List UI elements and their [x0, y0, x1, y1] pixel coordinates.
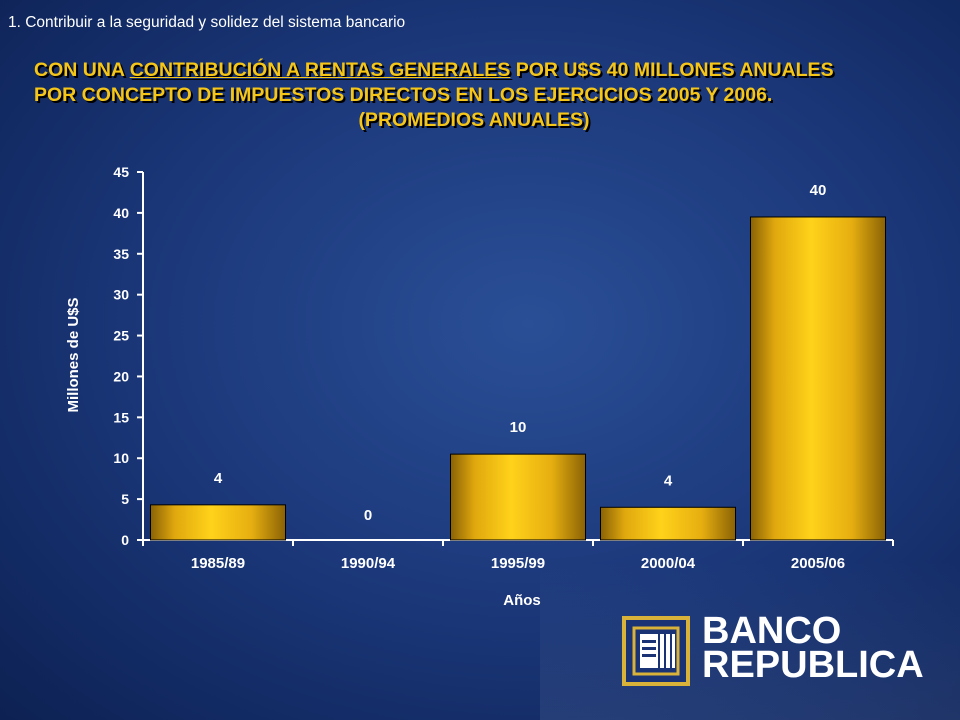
background-building	[540, 560, 960, 720]
y-tick-label: 30	[113, 287, 129, 303]
bar	[750, 216, 886, 541]
y-tick-label: 0	[121, 532, 129, 548]
data-label: 4	[214, 470, 223, 487]
y-tick-label: 5	[121, 491, 129, 507]
y-tick-label: 15	[113, 409, 129, 425]
x-tick-label: 1985/89	[191, 555, 245, 572]
y-axis-label: Millones de U$S	[65, 297, 82, 412]
chart-bars	[150, 216, 886, 541]
headline-underlined: CONTRIBUCIÓN A RENTAS GENERALES	[129, 59, 511, 81]
logo-text: BANCO REPUBLICA	[702, 610, 924, 686]
headline-part1: CON UNA	[34, 59, 130, 81]
y-tick-label: 35	[113, 246, 129, 262]
headline-line2: POR CONCEPTO DE IMPUESTOS DIRECTOS EN LO…	[34, 84, 773, 106]
bar	[150, 504, 286, 541]
section-title: 1. Contribuir a la seguridad y solidez d…	[8, 14, 406, 31]
y-tick-label: 45	[113, 164, 129, 180]
x-tick-label: 1990/94	[341, 555, 396, 572]
y-tick-label: 20	[113, 368, 129, 384]
chart-labels: 4 1985/89 0 1990/94 10 1995/99 4 2000/04 40 2005/…	[191, 182, 845, 572]
x-tick-label: 2000/04	[641, 555, 696, 572]
data-label: 10	[510, 419, 527, 436]
y-tick-label: 40	[113, 205, 129, 221]
data-label: 0	[364, 507, 372, 524]
x-tick-label: 2005/06	[791, 555, 845, 572]
data-label: 4	[664, 472, 673, 489]
headline-part2: POR U$S 40 MILLONES ANUALES	[510, 59, 834, 81]
data-label: 40	[810, 182, 827, 199]
logo-emblem-icon	[622, 616, 690, 686]
logo-line1: BANCO	[702, 610, 842, 652]
x-axis-label: Años	[503, 592, 541, 609]
headline-line3: (PROMEDIOS ANUALES)	[358, 109, 590, 131]
logo-line2: REPUBLICA	[702, 644, 924, 686]
y-tick-label: 25	[113, 328, 129, 344]
y-tick-label: 10	[113, 450, 129, 466]
bar	[600, 506, 736, 541]
headline: CON UNA CONTRIBUCIÓN A RENTAS GENERALES …	[34, 58, 914, 133]
bar-chart: 0 5 10 15 20 25 30 35 40 45 4 1985/89 0 1990/94 10 199…	[65, 164, 894, 609]
banco-republica-logo: BANCO REPUBLICA	[622, 610, 924, 690]
bar	[450, 453, 586, 541]
x-tick-label: 1995/99	[491, 555, 545, 572]
